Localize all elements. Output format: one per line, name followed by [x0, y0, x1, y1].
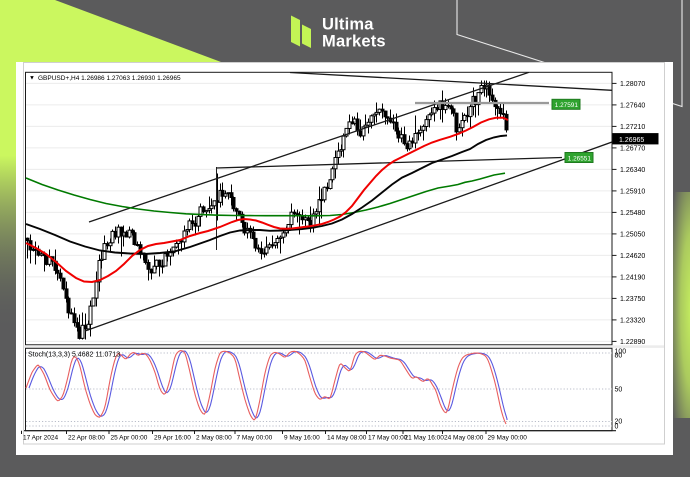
svg-text:29 May 00:00: 29 May 00:00: [488, 435, 528, 442]
svg-text:GBPUSD+,H4 1.26986 1.27063 1.: GBPUSD+,H4 1.26986 1.27063 1.26930 1.269…: [38, 75, 181, 82]
svg-text:1.28070: 1.28070: [620, 81, 645, 88]
svg-text:1.25910: 1.25910: [620, 188, 645, 195]
svg-text:Stoch(13,3,3) 5.4682 11.0713: Stoch(13,3,3) 5.4682 11.0713: [28, 352, 120, 359]
svg-text:21 May 16:00: 21 May 16:00: [405, 435, 445, 442]
svg-text:1.27210: 1.27210: [620, 124, 645, 131]
svg-text:Markets: Markets: [322, 33, 386, 51]
svg-text:24 May 08:00: 24 May 08:00: [444, 435, 484, 442]
svg-text:7 May 00:00: 7 May 00:00: [237, 435, 273, 442]
svg-text:9 May 16:00: 9 May 16:00: [284, 435, 320, 442]
svg-text:17 Apr 2024: 17 Apr 2024: [23, 435, 58, 442]
svg-text:100: 100: [615, 349, 627, 356]
svg-text:1.26770: 1.26770: [620, 145, 645, 152]
svg-text:1.22890: 1.22890: [620, 339, 645, 346]
svg-text:1.24190: 1.24190: [620, 274, 645, 281]
svg-text:1.23750: 1.23750: [620, 296, 645, 303]
svg-text:Ultima: Ultima: [322, 16, 374, 34]
svg-text:0: 0: [615, 424, 619, 431]
svg-text:1.26340: 1.26340: [620, 167, 645, 174]
svg-text:14 May 08:00: 14 May 08:00: [327, 435, 367, 442]
svg-text:50: 50: [615, 387, 623, 394]
svg-text:20: 20: [615, 419, 623, 426]
svg-text:17 May 00:00: 17 May 00:00: [368, 435, 408, 442]
svg-text:1.24620: 1.24620: [620, 253, 645, 260]
svg-text:1.27591: 1.27591: [555, 102, 579, 109]
svg-text:1.27640: 1.27640: [620, 102, 645, 109]
svg-text:▼: ▼: [29, 76, 35, 82]
svg-text:1.25050: 1.25050: [620, 231, 645, 238]
svg-text:1.23320: 1.23320: [620, 317, 645, 324]
svg-text:29 Apr 16:00: 29 Apr 16:00: [154, 435, 191, 442]
svg-text:2 May 08:00: 2 May 08:00: [196, 435, 232, 442]
svg-text:1.25480: 1.25480: [620, 210, 645, 217]
svg-text:1.26551: 1.26551: [568, 155, 592, 162]
svg-text:80: 80: [615, 353, 623, 360]
svg-text:1.26965: 1.26965: [619, 137, 644, 144]
svg-text:25 Apr 00:00: 25 Apr 00:00: [111, 435, 148, 442]
svg-text:22 Apr 08:00: 22 Apr 08:00: [68, 435, 105, 442]
